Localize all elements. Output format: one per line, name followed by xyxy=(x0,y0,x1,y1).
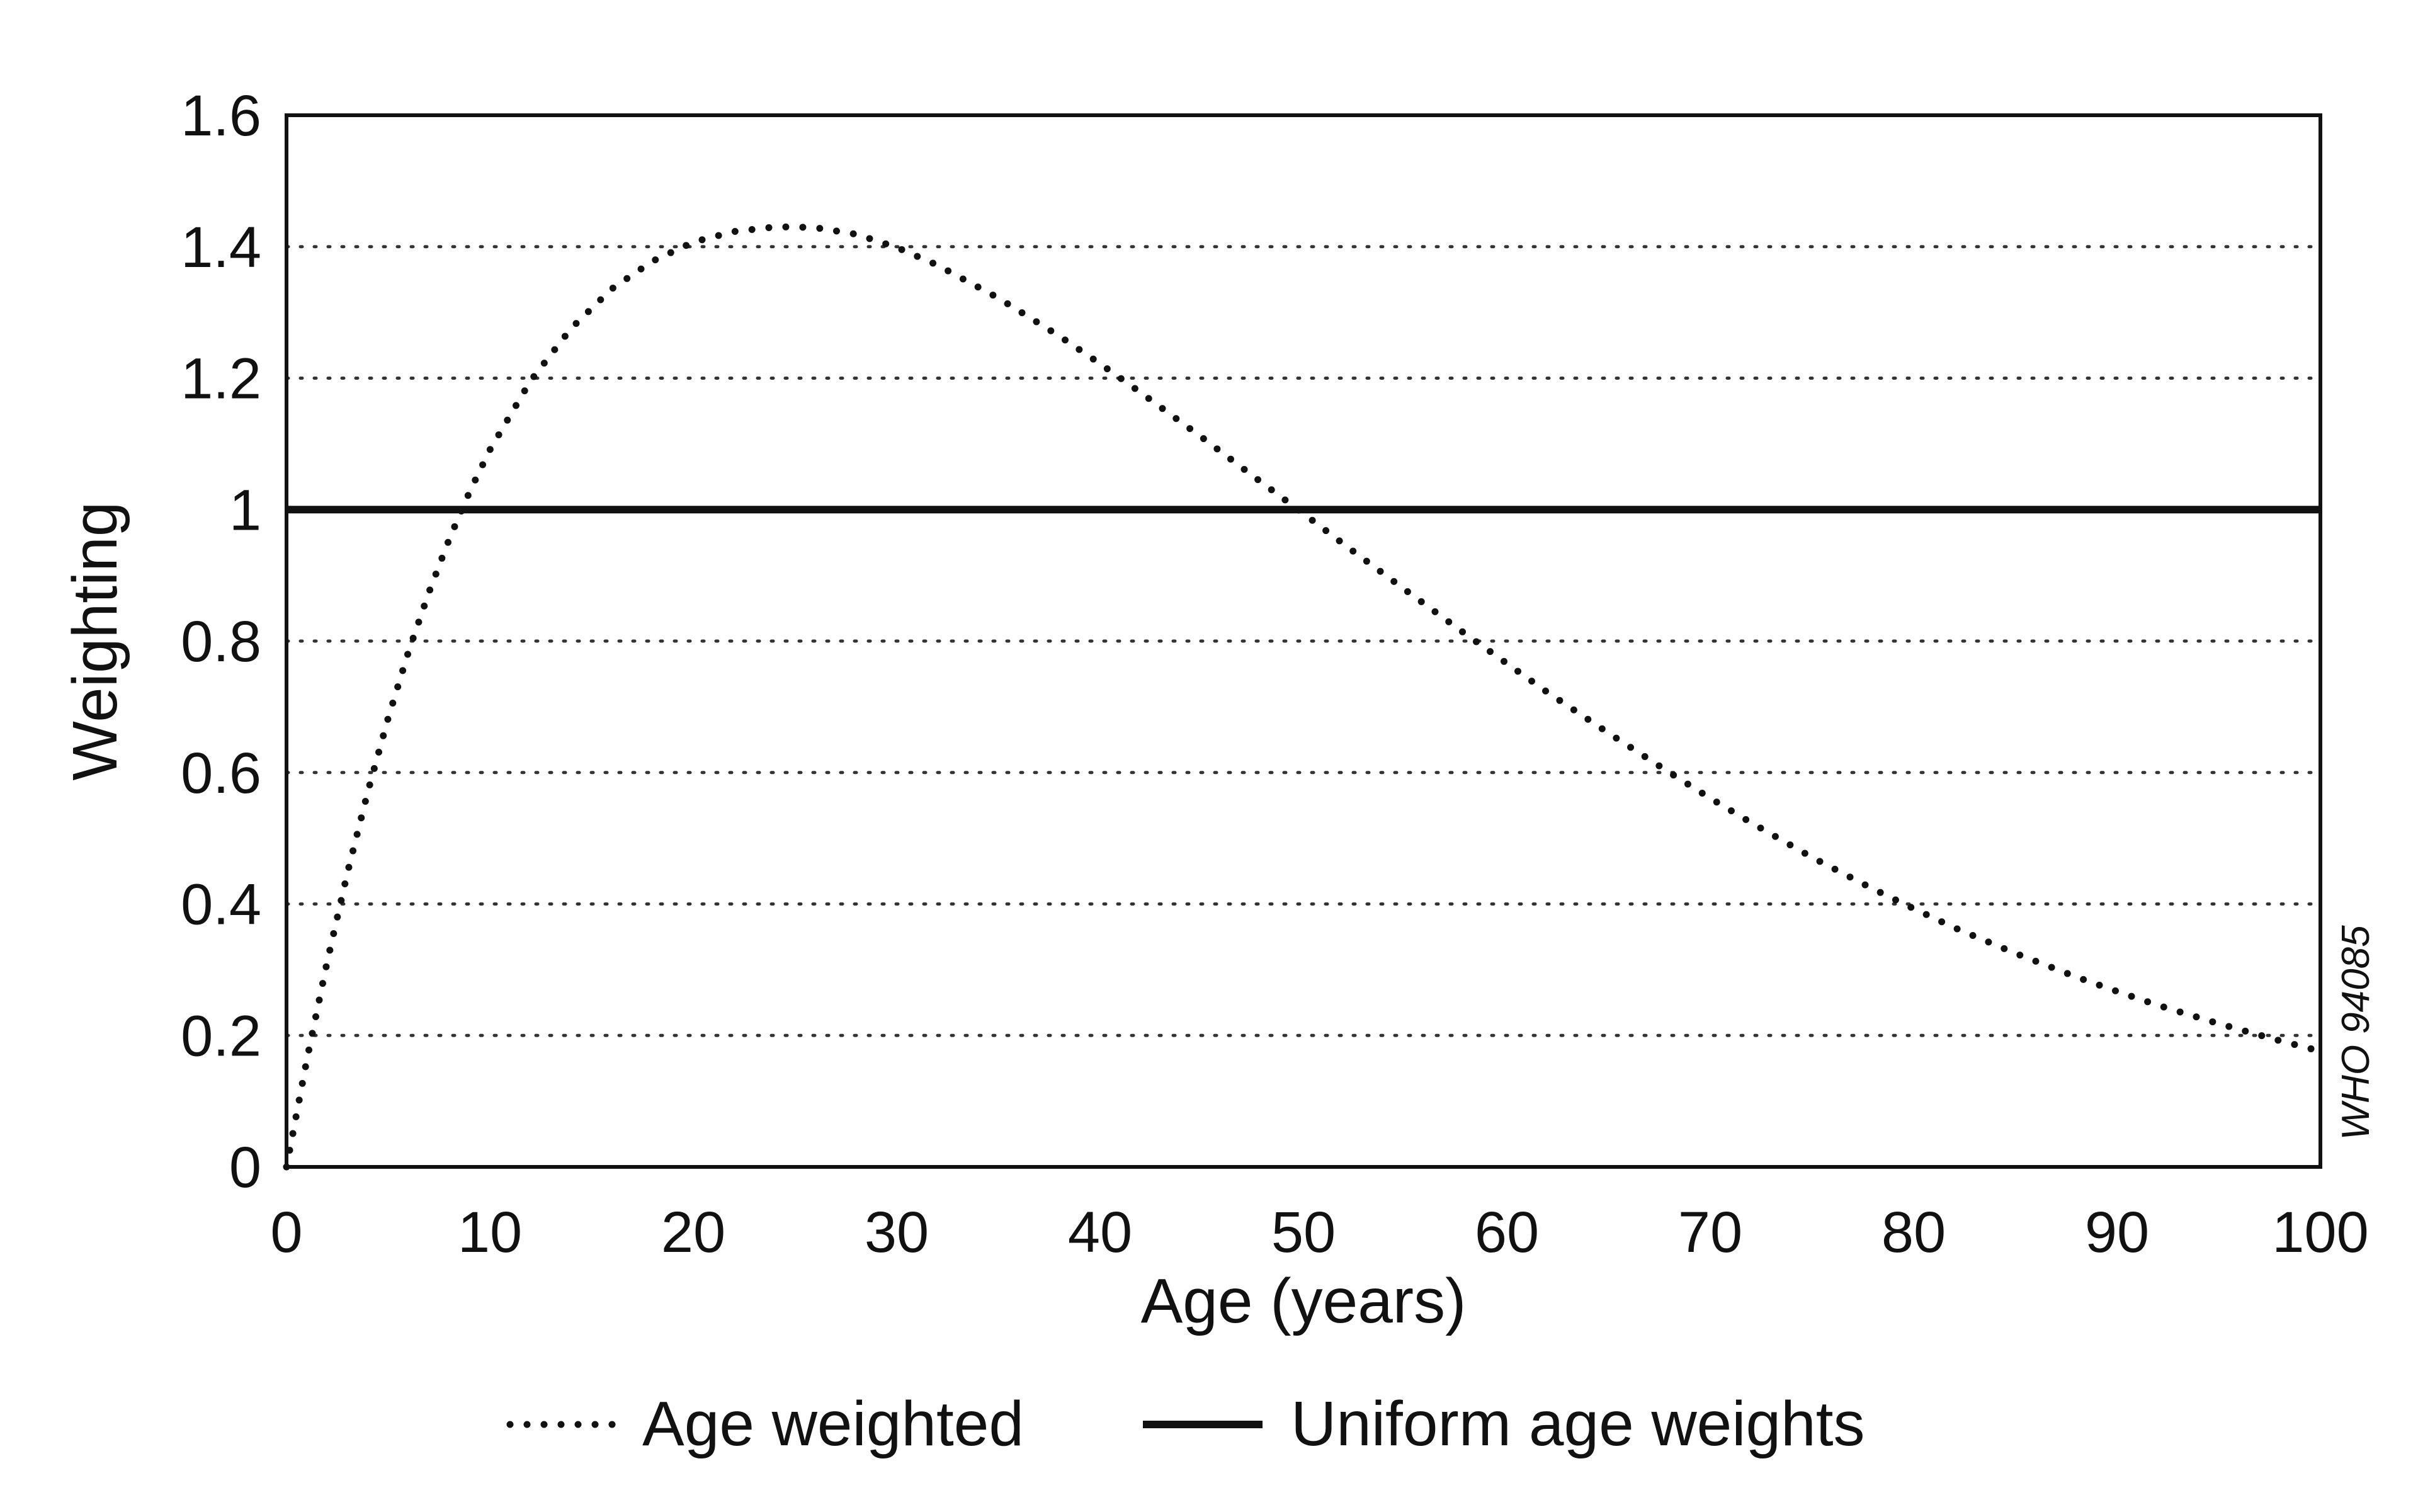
y-axis-title: Weighting xyxy=(60,502,130,781)
y-tick-label: 0.4 xyxy=(181,873,261,937)
series-lines xyxy=(283,223,2324,1171)
x-axis-title: Age (years) xyxy=(1141,1266,1467,1336)
x-tick-label: 100 xyxy=(2272,1200,2369,1265)
x-tick-label: 20 xyxy=(661,1200,725,1265)
series-line-age-weighted xyxy=(283,223,2324,1171)
legend-label-uniform-age-weights: Uniform age weights xyxy=(1291,1389,1865,1459)
gridlines xyxy=(285,245,2322,1037)
y-tick-label: 1.2 xyxy=(181,347,261,411)
plot-area-frame xyxy=(285,113,2322,1169)
x-tick-label: 30 xyxy=(865,1200,929,1265)
y-tick-label: 0 xyxy=(229,1135,261,1200)
figure-code-annotation: WHO 94085 xyxy=(2334,925,2378,1140)
x-tick-label: 80 xyxy=(1882,1200,1946,1265)
x-tick-label: 90 xyxy=(2085,1200,2149,1265)
y-tick-label: 1.6 xyxy=(181,84,261,148)
y-tick-label: 1.4 xyxy=(181,215,261,280)
x-tick-label: 70 xyxy=(1678,1200,1742,1265)
y-tick-label: 0.8 xyxy=(181,610,261,674)
x-tick-label: 40 xyxy=(1068,1200,1132,1265)
y-tick-label: 0.6 xyxy=(181,741,261,805)
x-tick-label: 10 xyxy=(458,1200,522,1265)
x-tick-label: 50 xyxy=(1271,1200,1336,1265)
x-tick-label: 0 xyxy=(270,1200,302,1265)
y-tick-label: 0.2 xyxy=(181,1004,261,1068)
y-tick-label: 1 xyxy=(229,478,261,542)
x-tick-label: 60 xyxy=(1475,1200,1539,1265)
legend-label-age-weighted: Age weighted xyxy=(642,1389,1024,1459)
tick-labels: 0 10 20 30 40 50 60 70 80 90 100 0 0.2 0.4 0.6 0.8 1 1.2 1… xyxy=(181,84,2369,1265)
legend: Age weighted Uniform age weights xyxy=(506,1389,1865,1459)
